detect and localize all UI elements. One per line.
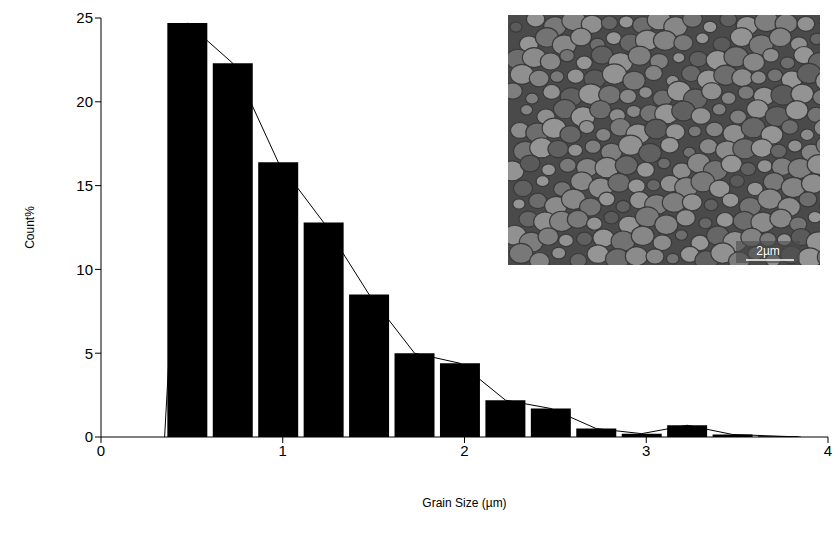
svg-text:25: 25: [76, 9, 93, 26]
svg-text:1: 1: [279, 442, 287, 459]
svg-text:Count%: Count%: [23, 206, 37, 249]
svg-text:15: 15: [76, 177, 93, 194]
svg-text:10: 10: [76, 261, 93, 278]
svg-text:5: 5: [85, 345, 93, 362]
svg-text:4: 4: [824, 442, 832, 459]
svg-text:0: 0: [85, 428, 93, 445]
svg-text:Grain Size (µm): Grain Size (µm): [422, 496, 506, 510]
svg-text:3: 3: [642, 442, 650, 459]
svg-text:2µm: 2µm: [756, 244, 780, 258]
svg-text:0: 0: [97, 442, 105, 459]
svg-text:2: 2: [460, 442, 468, 459]
svg-text:20: 20: [76, 93, 93, 110]
